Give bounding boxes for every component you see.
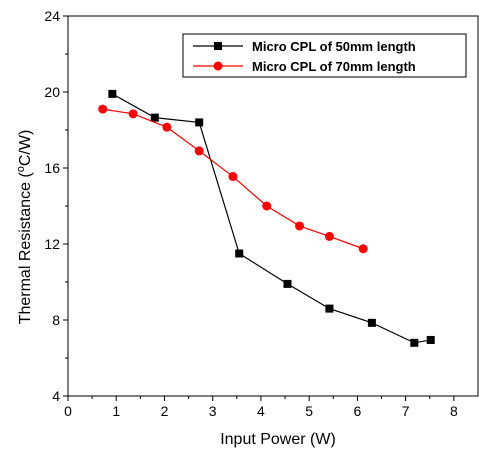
legend-label: Micro CPL of 70mm length [252,59,416,74]
y-axis-title-pre: Thermal Resistance ( [17,172,34,325]
x-axis-title: Input Power (W) [220,431,336,448]
series-line [112,93,431,344]
data-point [358,244,368,254]
data-point [195,118,204,127]
data-point [162,122,172,132]
y-axis-title: Thermal Resistance (oC/W) [15,130,34,325]
data-point [262,201,272,211]
data-point [128,109,138,119]
y-axis-title-sup: o [15,166,27,172]
series-layer [98,89,435,347]
y-tick-label: 12 [44,236,60,252]
y-tick-label: 4 [52,388,60,404]
data-point [228,172,238,182]
data-point [324,231,334,241]
legend-marker [213,61,223,71]
data-point [98,104,108,114]
data-point [283,279,292,288]
legend-marker [214,42,222,50]
x-tick-label: 1 [112,403,120,419]
x-tick-label: 0 [64,403,72,419]
data-point [295,221,305,231]
y-tick-label: 24 [44,8,60,24]
legend: Micro CPL of 50mm length Micro CPL of 70m… [182,33,467,78]
data-point [194,146,204,156]
data-point [410,338,419,347]
data-point [150,113,159,122]
y-tick-label: 8 [52,312,60,328]
x-tick-label: 4 [257,403,265,419]
x-tick-label: 7 [402,403,410,419]
data-point [325,304,334,313]
data-point [108,89,117,98]
legend-label: Micro CPL of 50mm length [252,39,416,54]
x-tick-label: 3 [209,403,217,419]
y-tick-label: 20 [44,84,60,100]
x-tick-label: 8 [450,403,458,419]
data-point [367,318,376,327]
x-tick-label: 6 [354,403,362,419]
series-2 [98,104,368,254]
data-point [426,335,435,344]
x-tick-label: 2 [161,403,169,419]
data-point [235,249,244,258]
y-axis-title-post: C/W) [17,130,34,166]
x-tick-label: 5 [305,403,313,419]
legend-box [182,33,467,78]
series-1 [108,89,435,347]
y-tick-label: 16 [44,160,60,176]
